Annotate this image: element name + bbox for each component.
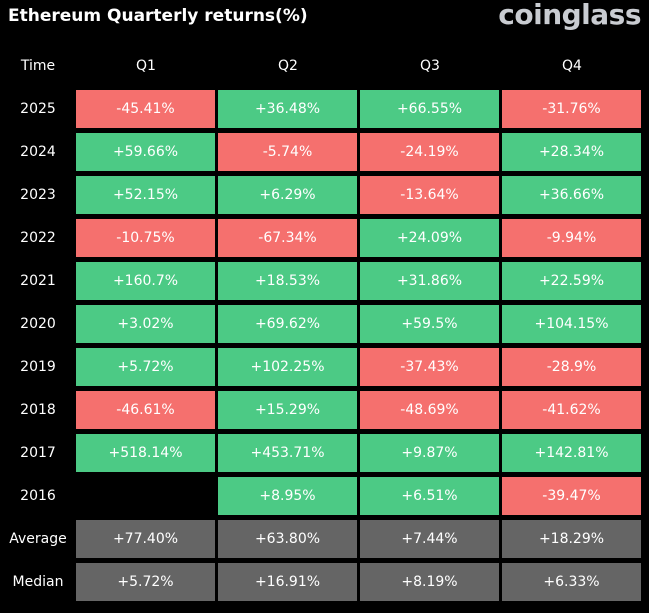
table-row: 2025 -45.41% +36.48% +66.55% -31.76% (0, 90, 649, 128)
table-row: 2021 +160.7% +18.53% +31.86% +22.59% (0, 262, 649, 300)
return-cell: -24.19% (360, 133, 499, 171)
table-row: 2020 +3.02% +69.62% +59.5% +104.15% (0, 305, 649, 343)
return-cell: +77.40% (76, 520, 215, 558)
return-cell: -41.62% (502, 391, 641, 429)
chart-title: Ethereum Quarterly returns(%) (8, 6, 308, 26)
table-row: 2019 +5.72% +102.25% -37.43% -28.9% (0, 348, 649, 386)
return-cell: -13.64% (360, 176, 499, 214)
row-label: 2019 (20, 359, 56, 375)
return-cell: +59.66% (76, 133, 215, 171)
table-row: 2018 -46.61% +15.29% -48.69% -41.62% (0, 391, 649, 429)
return-cell: +6.29% (218, 176, 357, 214)
return-cell: +9.87% (360, 434, 499, 472)
return-cell: -5.74% (218, 133, 357, 171)
return-cell: +31.86% (360, 262, 499, 300)
return-cell: +66.55% (360, 90, 499, 128)
return-cell: +22.59% (502, 262, 641, 300)
return-cell: +142.81% (502, 434, 641, 472)
return-cell: +63.80% (218, 520, 357, 558)
row-label: 2020 (20, 316, 56, 332)
column-header-q3: Q3 (420, 58, 440, 74)
row-label: 2022 (20, 230, 56, 246)
row-label: 2021 (20, 273, 56, 289)
header-row: Time Q1 Q2 Q3 Q4 (0, 47, 649, 85)
table-row: 2022 -10.75% -67.34% +24.09% -9.94% (0, 219, 649, 257)
column-header-q1: Q1 (136, 58, 156, 74)
return-cell (76, 477, 215, 515)
row-label: 2017 (20, 445, 56, 461)
return-cell: +36.48% (218, 90, 357, 128)
return-cell: +453.71% (218, 434, 357, 472)
row-label: 2025 (20, 101, 56, 117)
return-cell: -67.34% (218, 219, 357, 257)
return-cell: -31.76% (502, 90, 641, 128)
table-row: 2023 +52.15% +6.29% -13.64% +36.66% (0, 176, 649, 214)
return-cell: -28.9% (502, 348, 641, 386)
return-cell: +36.66% (502, 176, 641, 214)
return-cell: -48.69% (360, 391, 499, 429)
return-cell: +518.14% (76, 434, 215, 472)
return-cell: -39.47% (502, 477, 641, 515)
return-cell: +24.09% (360, 219, 499, 257)
return-cell: +69.62% (218, 305, 357, 343)
row-label: 2016 (20, 488, 56, 504)
table-row: 2016 +8.95% +6.51% -39.47% (0, 477, 649, 515)
row-label: Average (9, 531, 67, 547)
column-header-q2: Q2 (278, 58, 298, 74)
return-cell: -9.94% (502, 219, 641, 257)
row-label: 2018 (20, 402, 56, 418)
return-cell: +15.29% (218, 391, 357, 429)
return-cell: +6.33% (502, 563, 641, 601)
summary-row: Average +77.40% +63.80% +7.44% +18.29% (0, 520, 649, 558)
return-cell: +5.72% (76, 563, 215, 601)
return-cell: +3.02% (76, 305, 215, 343)
return-cell: +102.25% (218, 348, 357, 386)
return-cell: +7.44% (360, 520, 499, 558)
summary-row: Median +5.72% +16.91% +8.19% +6.33% (0, 563, 649, 601)
row-label: 2023 (20, 187, 56, 203)
return-cell: +104.15% (502, 305, 641, 343)
return-cell: +160.7% (76, 262, 215, 300)
row-label: 2024 (20, 144, 56, 160)
return-cell: +8.95% (218, 477, 357, 515)
return-cell: -46.61% (76, 391, 215, 429)
return-cell: +52.15% (76, 176, 215, 214)
corner-label: Time (20, 58, 56, 74)
return-cell: +28.34% (502, 133, 641, 171)
return-cell: +16.91% (218, 563, 357, 601)
brand-logo: coinglass (498, 0, 641, 31)
column-header-q4: Q4 (562, 58, 582, 74)
return-cell: +59.5% (360, 305, 499, 343)
return-cell: +6.51% (360, 477, 499, 515)
return-cell: -10.75% (76, 219, 215, 257)
table-row: 2017 +518.14% +453.71% +9.87% +142.81% (0, 434, 649, 472)
row-label: Median (12, 574, 64, 590)
table-row: 2024 +59.66% -5.74% -24.19% +28.34% (0, 133, 649, 171)
return-cell: +5.72% (76, 348, 215, 386)
return-cell: +8.19% (360, 563, 499, 601)
return-cell: -45.41% (76, 90, 215, 128)
return-cell: +18.29% (502, 520, 641, 558)
return-cell: -37.43% (360, 348, 499, 386)
return-cell: +18.53% (218, 262, 357, 300)
